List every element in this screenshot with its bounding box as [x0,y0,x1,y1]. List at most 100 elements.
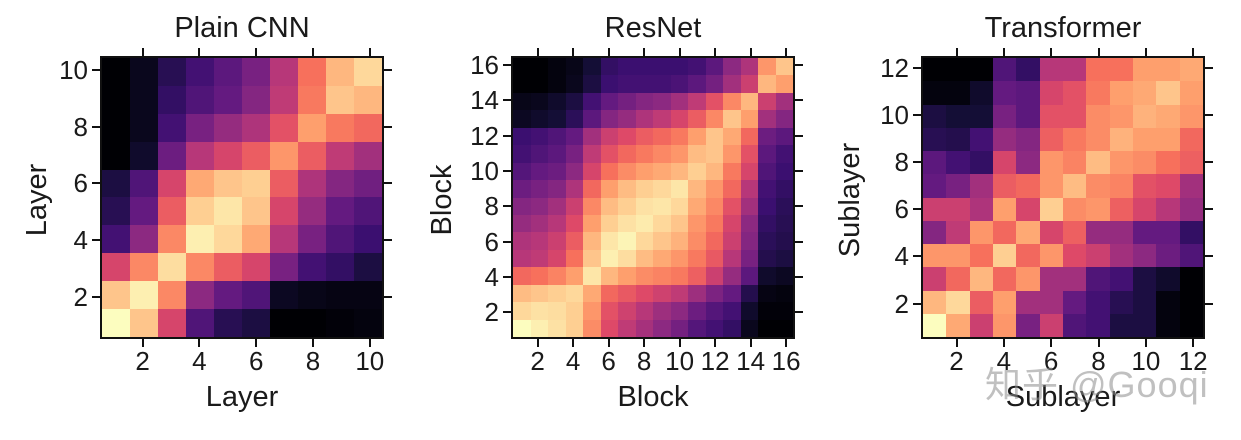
heatmap-cell [214,113,242,142]
x-tick [1192,339,1195,347]
heatmap-cell [635,197,653,215]
heatmap-cell [618,232,636,250]
heatmap-cell [758,145,776,163]
heatmap-cell [1133,197,1157,221]
heatmap-cell [635,127,653,146]
heatmap-cell [326,197,354,226]
x-axis-label: Block [617,381,689,413]
y-tick-right [1205,66,1213,69]
heatmap-cell [723,162,741,181]
heatmap-cell [618,110,636,128]
heatmap-cell [969,244,993,268]
heatmap-cell [530,214,548,233]
heatmap-cell [635,92,653,111]
heatmap-cell [1039,244,1063,268]
heatmap-cell [1039,267,1063,291]
heatmap-cell [635,267,653,285]
y-tick [913,113,921,116]
heatmap-cell [1063,267,1087,291]
heatmap-cell [635,58,653,76]
heatmap-cell [670,180,688,198]
heatmap-cell [653,249,671,268]
heatmap-cell [530,162,548,181]
heatmap-cell [565,145,583,163]
heatmap-cell [548,180,566,198]
heatmap-cell [923,174,947,198]
x-tick-top [255,48,258,56]
heatmap-cell [548,319,566,337]
heatmap-cell [775,92,793,111]
heatmap-cell [993,104,1017,128]
heatmap-cell [583,214,601,233]
x-tick-label: 10 [1131,346,1161,376]
heatmap-cell [1039,81,1063,105]
x-tick [1097,339,1100,347]
heatmap-cell [758,249,776,268]
y-tick [503,240,511,243]
heatmap-cell [102,85,130,114]
heatmap-cell [530,197,548,215]
heatmap-cell [270,58,298,86]
heatmap-cell [565,127,583,146]
heatmap-cell [1086,81,1110,105]
heatmap-cell [242,141,270,170]
heatmap-cell [635,145,653,163]
heatmap-cell [1179,267,1203,291]
heatmap-cell [130,85,158,114]
heatmap-cell [270,281,298,310]
heatmap-cell [565,58,583,76]
x-tick-top [1144,48,1147,56]
y-tick-label: 6 [894,194,909,225]
heatmap-cell [946,174,970,198]
heatmap-cell [242,225,270,254]
heatmap-cell [670,267,688,285]
heatmap-cell [618,127,636,146]
y-tick-label: 10 [470,155,499,186]
heatmap-cell [946,151,970,175]
heatmap-cell [946,220,970,244]
heatmap-cell [946,58,970,82]
heatmap-cell [548,232,566,250]
heatmap-cell [242,253,270,282]
heatmap-cell [513,162,531,181]
y-tick-label: 12 [470,120,499,151]
heatmap-cell [1016,127,1040,151]
heatmap-cell [102,281,130,310]
heatmap-cell [513,145,531,163]
heatmap-cell [242,309,270,337]
heatmap-cell [354,197,382,226]
heatmap-cell [186,281,214,310]
heatmap-cell [653,127,671,146]
heatmap-cell [1109,81,1133,105]
heatmap-cell [270,309,298,337]
heatmap-cell [513,58,531,76]
heatmap-cell [548,197,566,215]
heatmap-cell [635,180,653,198]
y-tick [913,255,921,258]
x-tick-top [643,48,646,56]
heatmap-cell [186,197,214,226]
heatmap-cell [775,127,793,146]
heatmap-frame [100,56,384,339]
x-axis-label: Sublayer [1005,381,1121,413]
heatmap-cell [618,162,636,181]
y-tick-right [1205,302,1213,305]
heatmap-cell [1063,220,1087,244]
heatmap-cell [705,127,723,146]
heatmap-cell [740,75,758,93]
y-tick-right [795,276,803,279]
x-tick-label: 6 [248,346,264,376]
y-tick-right [384,238,392,241]
y-tick-label: 4 [484,262,499,293]
heatmap-cell [1179,104,1203,128]
heatmap-cell [969,313,993,337]
x-tick-label: 2 [949,346,964,376]
heatmap-cell [158,141,186,170]
heatmap-cell [635,232,653,250]
heatmap-cell [1063,174,1087,198]
heatmap-cell [653,145,671,163]
y-tick-label: 2 [894,288,909,319]
heatmap-cell [530,232,548,250]
heatmap-cell [242,169,270,198]
heatmap-cell [214,58,242,86]
